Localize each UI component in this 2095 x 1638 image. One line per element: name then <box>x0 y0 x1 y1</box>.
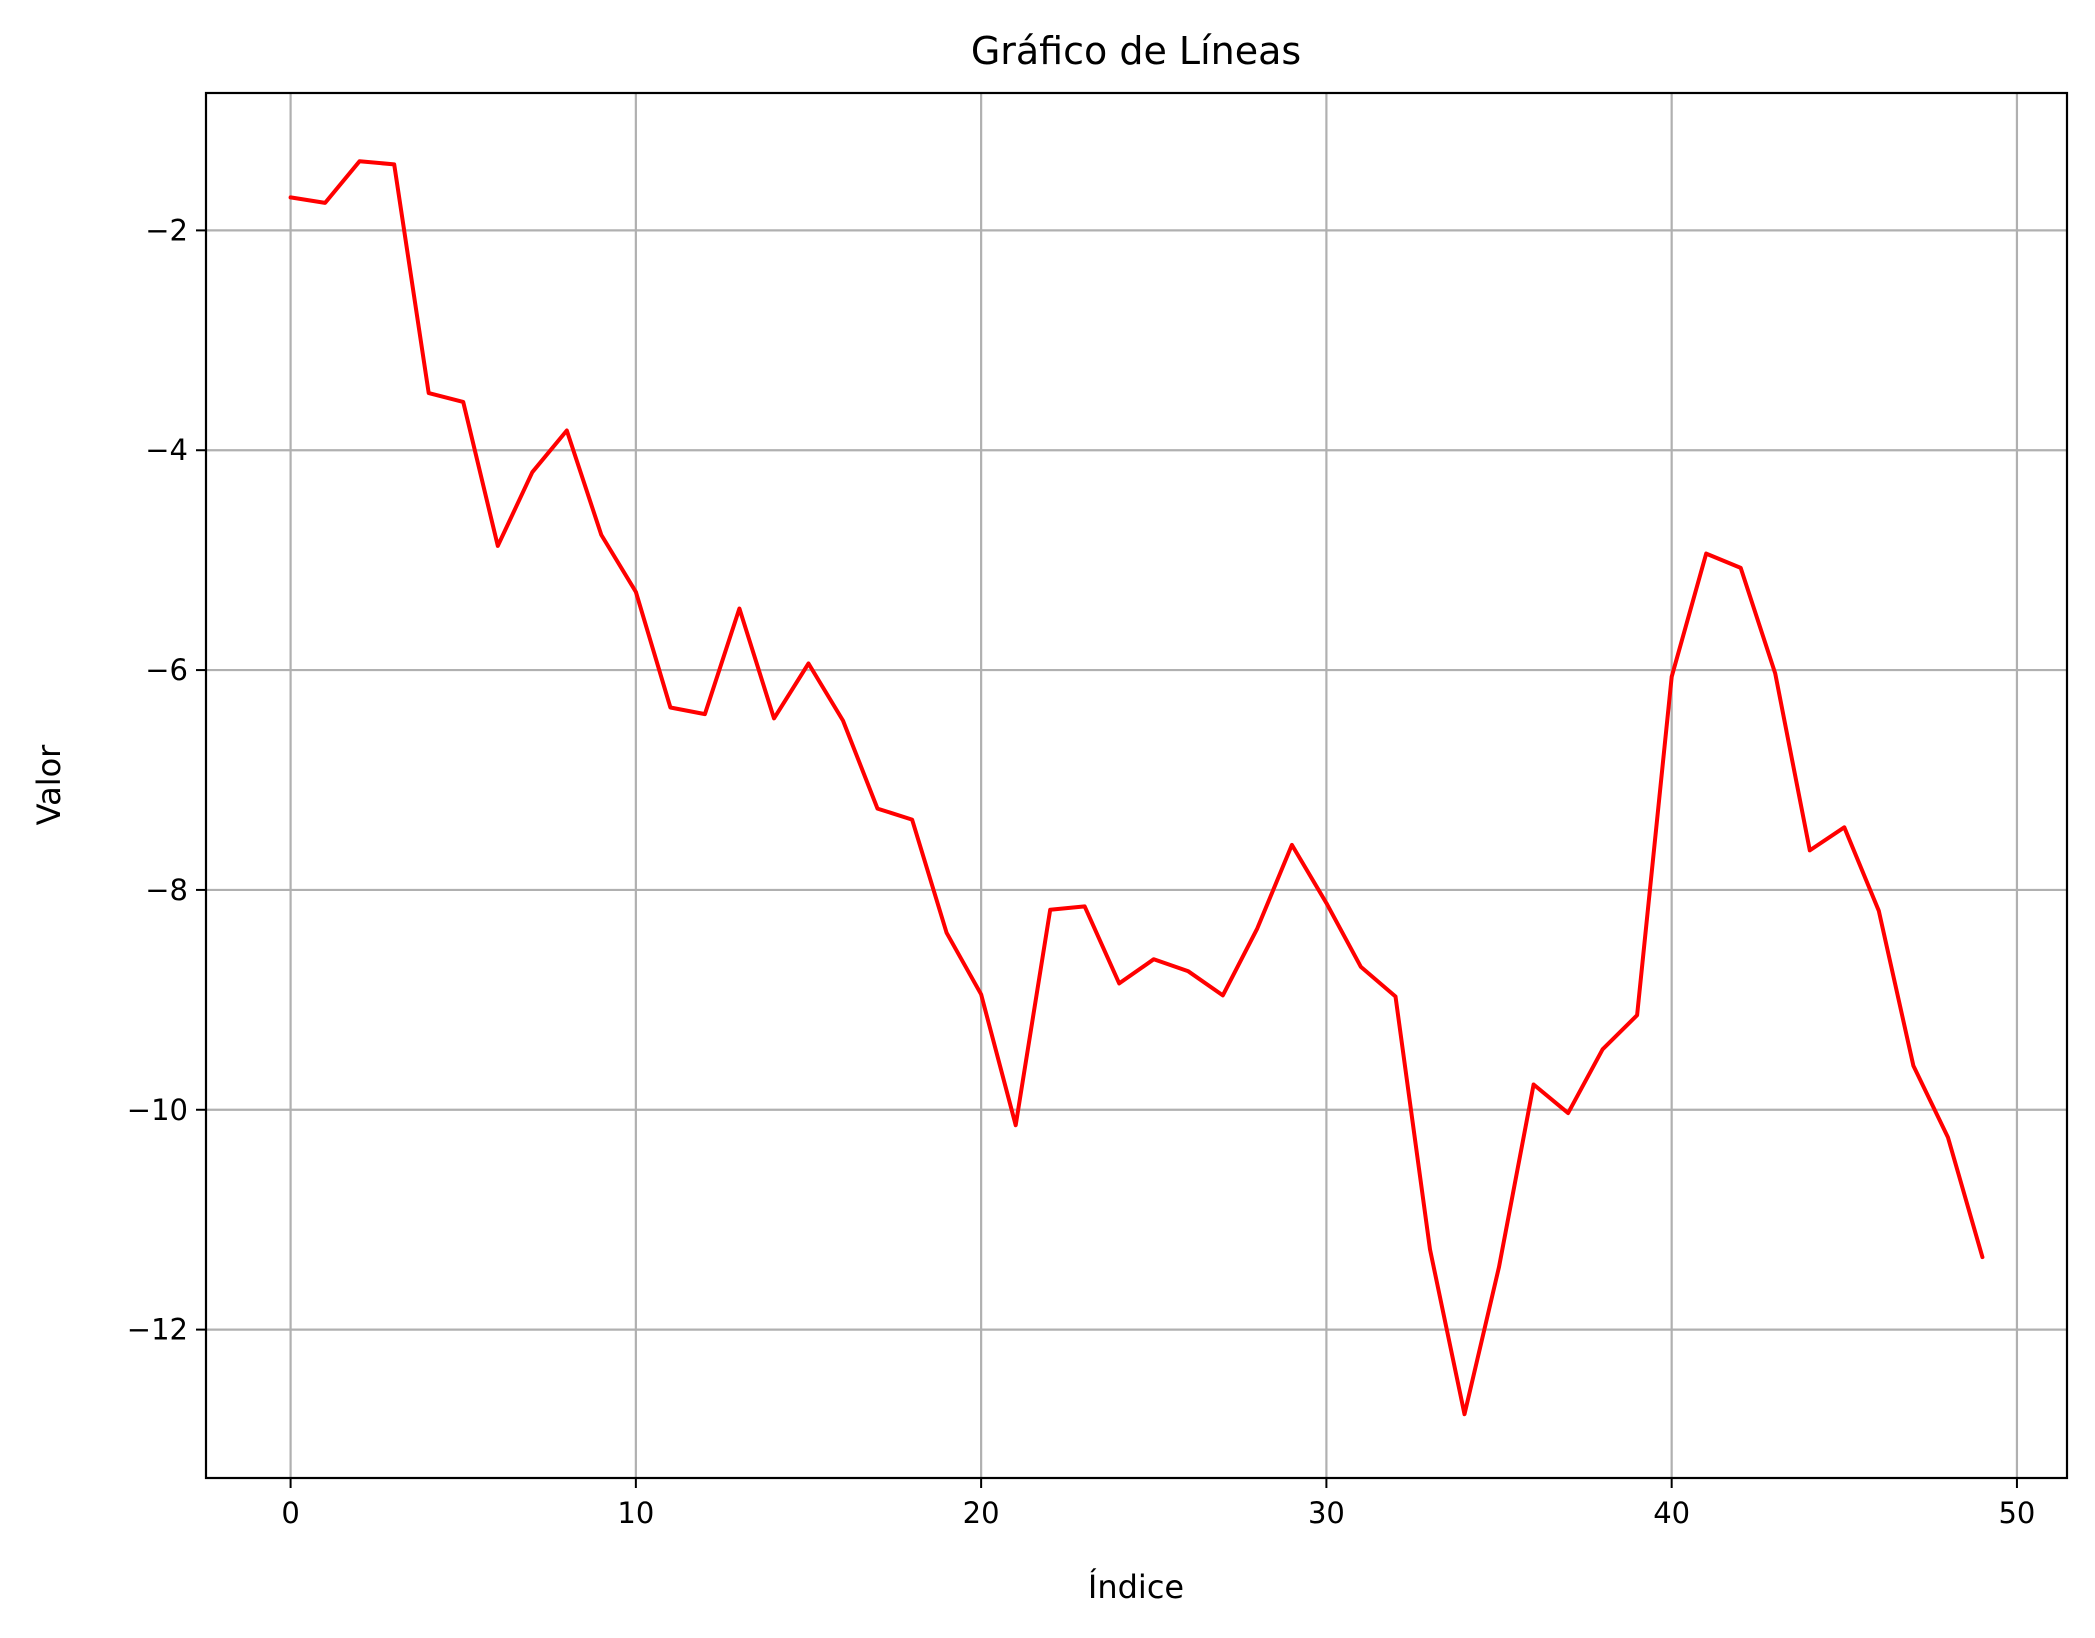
y-tick-label: −12 <box>127 1313 188 1347</box>
y-tick-label: −6 <box>145 653 188 687</box>
x-tick-label: 50 <box>1998 1496 2035 1530</box>
y-axis-ticks: −2 −4 −6 −8 −10 −12 <box>127 213 206 1347</box>
x-tick-label: 30 <box>1308 1496 1345 1530</box>
y-tick-label: −4 <box>145 433 188 467</box>
y-axis-label: Valor <box>30 744 68 825</box>
y-tick-label: −8 <box>145 873 188 907</box>
grid-lines <box>206 93 2067 1478</box>
y-tick-label: −10 <box>127 1093 188 1127</box>
x-tick-label: 0 <box>281 1496 299 1530</box>
plot-frame <box>204 91 2069 1480</box>
x-tick-label: 40 <box>1653 1496 1690 1530</box>
x-axis-ticks: 0 10 20 30 40 50 <box>281 1478 2035 1530</box>
chart-title: Gráfico de Líneas <box>971 29 1301 73</box>
y-tick-label: −2 <box>145 213 188 247</box>
x-tick-label: 20 <box>963 1496 1000 1530</box>
series-line <box>288 159 1985 1417</box>
series-layer <box>288 159 1985 1417</box>
x-axis-label: Índice <box>1088 1568 1184 1606</box>
x-tick-label: 10 <box>617 1496 654 1530</box>
